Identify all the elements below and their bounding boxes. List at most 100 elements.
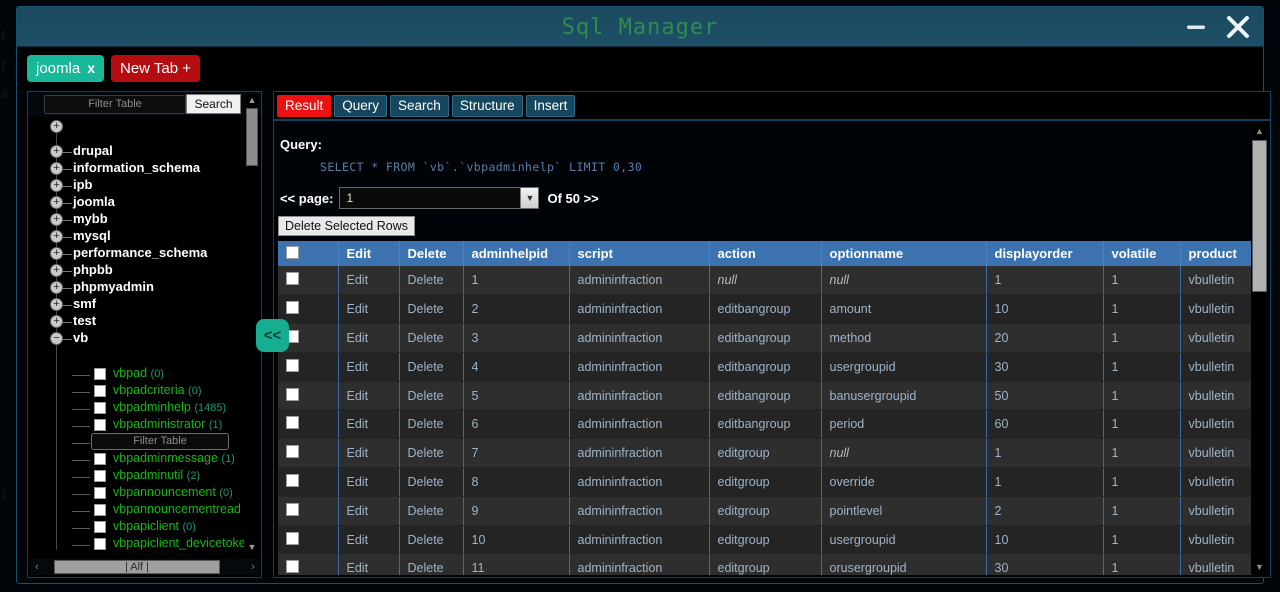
- delete-selected-rows-button[interactable]: Delete Selected Rows: [278, 216, 415, 236]
- hscroll-left-icon[interactable]: ‹: [35, 561, 39, 573]
- sidebar-item-ipb[interactable]: + ipb: [28, 177, 244, 194]
- delete-link[interactable]: Delete: [399, 381, 464, 411]
- tab-structure[interactable]: Structure: [451, 95, 523, 117]
- expand-icon[interactable]: +: [50, 281, 63, 294]
- sidebar-item-test[interactable]: + test: [28, 313, 244, 330]
- tab-query[interactable]: Query: [334, 95, 388, 117]
- sidebar-item-phpbb[interactable]: + phpbb: [28, 262, 244, 279]
- tab-search[interactable]: Search: [390, 95, 449, 117]
- edit-link[interactable]: Edit: [338, 409, 400, 440]
- expand-icon[interactable]: +: [50, 315, 63, 328]
- table-row[interactable]: Edit Delete 3 admininfraction editbangroup me…: [278, 323, 1252, 353]
- sidebar-horizontal-scrollbar[interactable]: ‹ | Alf | ›: [30, 559, 260, 575]
- list-item[interactable]: vbpannouncementread (0: [28, 502, 244, 519]
- table-checkbox[interactable]: [94, 521, 106, 533]
- table-checkbox[interactable]: [94, 368, 106, 380]
- sidebar-item-performance_schema[interactable]: + performance_schema: [28, 245, 244, 262]
- delete-link[interactable]: Delete: [399, 266, 464, 296]
- sidebar-item-phpmyadmin[interactable]: + phpmyadmin: [28, 279, 244, 296]
- edit-link[interactable]: Edit: [338, 467, 400, 497]
- delete-link[interactable]: Delete: [399, 294, 464, 325]
- table-checkbox[interactable]: [94, 487, 106, 499]
- list-item[interactable]: vbpadminhelp (1485): [28, 400, 244, 417]
- column-header-product[interactable]: product: [1180, 241, 1252, 266]
- results-scroll-up-icon[interactable]: ▲: [1255, 126, 1264, 136]
- table-checkbox[interactable]: [94, 538, 106, 550]
- delete-link[interactable]: Delete: [399, 352, 464, 382]
- prev-page-button[interactable]: << page:: [280, 190, 334, 206]
- sidebar-scroll-thumb[interactable]: [246, 108, 258, 166]
- sidebar-vertical-scrollbar[interactable]: ▲ ▼: [245, 94, 259, 554]
- table-row[interactable]: Edit Delete 7 admininfraction editgroup null 1…: [278, 438, 1252, 469]
- list-item[interactable]: vbpadministrator (1): [28, 417, 244, 434]
- list-item[interactable]: vbpapiclient (0): [28, 519, 244, 536]
- column-header-optionname[interactable]: optionname: [821, 241, 987, 266]
- edit-link[interactable]: Edit: [338, 294, 400, 325]
- list-item[interactable]: vbpannouncement (0): [28, 485, 244, 502]
- row-checkbox[interactable]: [286, 531, 299, 545]
- delete-link[interactable]: Delete: [399, 467, 464, 497]
- sidebar-item-joomla[interactable]: + joomla: [28, 194, 244, 211]
- table-checkbox[interactable]: [94, 385, 106, 397]
- edit-link[interactable]: Edit: [338, 496, 400, 526]
- edit-link[interactable]: Edit: [338, 381, 400, 411]
- delete-link[interactable]: Delete: [399, 323, 464, 353]
- close-icon[interactable]: [1221, 11, 1255, 43]
- delete-link[interactable]: Delete: [399, 496, 464, 526]
- select-all-checkbox[interactable]: [286, 245, 299, 259]
- sidebar-item-drupal[interactable]: + drupal: [28, 143, 244, 160]
- delete-link[interactable]: Delete: [399, 409, 464, 440]
- expand-icon[interactable]: +: [50, 179, 63, 192]
- list-item[interactable]: vbpadminmessage (1): [28, 451, 244, 468]
- table-row[interactable]: Edit Delete 6 admininfraction editbangroup pe…: [278, 409, 1252, 440]
- row-checkbox[interactable]: [286, 502, 299, 516]
- table-row[interactable]: Edit Delete 9 admininfraction editgroup point…: [278, 496, 1252, 526]
- scroll-down-icon[interactable]: ▼: [247, 542, 257, 552]
- edit-link[interactable]: Edit: [338, 438, 400, 469]
- chevron-down-icon[interactable]: ▼: [520, 188, 539, 208]
- expand-icon[interactable]: +: [50, 298, 63, 311]
- table-checkbox[interactable]: [94, 504, 106, 516]
- scroll-up-icon[interactable]: ▲: [247, 95, 257, 105]
- edit-link[interactable]: Edit: [338, 525, 400, 555]
- row-checkbox[interactable]: [286, 272, 299, 286]
- delete-link[interactable]: Delete: [399, 553, 464, 575]
- column-header-volatile[interactable]: volatile: [1103, 241, 1181, 266]
- expand-icon[interactable]: +: [50, 162, 63, 175]
- table-filter-input[interactable]: Filter Table: [91, 433, 229, 450]
- row-checkbox[interactable]: [286, 301, 299, 315]
- row-checkbox[interactable]: [286, 445, 299, 459]
- tab-result[interactable]: Result: [277, 95, 332, 117]
- row-checkbox[interactable]: [286, 358, 299, 372]
- row-checkbox[interactable]: [286, 560, 299, 574]
- list-item[interactable]: vbpapiclient_devicetoken: [28, 536, 244, 550]
- column-header-action[interactable]: action: [709, 241, 822, 266]
- title-bar[interactable]: Sql Manager: [17, 7, 1263, 47]
- expand-icon[interactable]: +: [50, 230, 63, 243]
- table-checkbox[interactable]: [94, 402, 106, 414]
- delete-link[interactable]: Delete: [399, 525, 464, 555]
- tab-close-icon[interactable]: x: [87, 60, 95, 76]
- minimize-icon[interactable]: [1179, 11, 1213, 43]
- sidebar-item-mysql[interactable]: + mysql: [28, 228, 244, 245]
- table-row[interactable]: Edit Delete 5 admininfraction editbangroup ba…: [278, 381, 1252, 411]
- hscroll-thumb[interactable]: | Alf |: [54, 560, 220, 574]
- column-header-script[interactable]: script: [569, 241, 710, 266]
- edit-link[interactable]: Edit: [338, 323, 400, 353]
- expand-icon[interactable]: +: [50, 247, 63, 260]
- table-row[interactable]: Edit Delete 11 admininfraction editgroup orus…: [278, 553, 1252, 575]
- sidebar-item-vb[interactable]: − vb: [28, 330, 244, 347]
- column-header-adminhelpid[interactable]: adminhelpid: [463, 241, 570, 266]
- hscroll-right-icon[interactable]: ›: [251, 561, 255, 573]
- table-checkbox[interactable]: [94, 453, 106, 465]
- column-header-Edit[interactable]: Edit: [338, 241, 400, 266]
- list-item[interactable]: vbpadcriteria (0): [28, 383, 244, 400]
- column-header-Delete[interactable]: Delete: [399, 241, 464, 266]
- row-checkbox[interactable]: [286, 387, 299, 401]
- table-row[interactable]: Edit Delete 1 admininfraction null null 1 1 vbul…: [278, 266, 1252, 296]
- page-select[interactable]: 1 ▼: [339, 187, 540, 209]
- sidebar-item-information_schema[interactable]: + information_schema: [28, 160, 244, 177]
- expand-icon[interactable]: +: [50, 196, 63, 209]
- next-page-button[interactable]: Of 50 >>: [547, 190, 599, 206]
- new-tab-button[interactable]: New Tab +: [111, 55, 201, 82]
